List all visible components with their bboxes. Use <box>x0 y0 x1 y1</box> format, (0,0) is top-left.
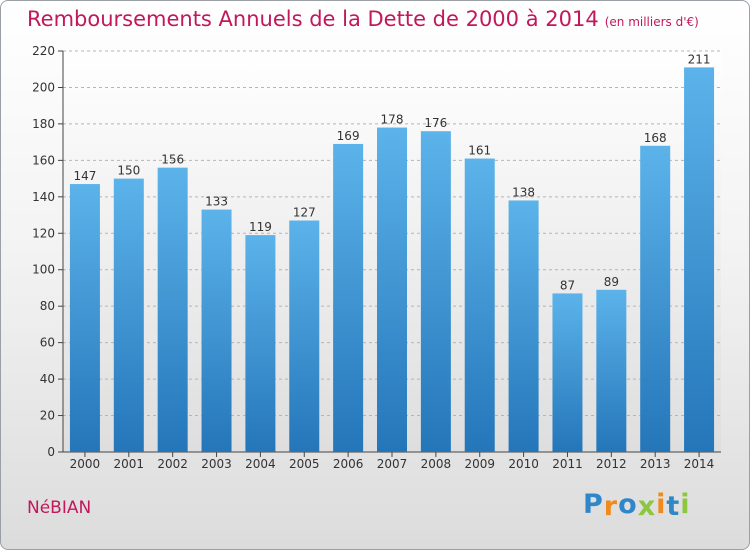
bar <box>333 143 364 452</box>
bar <box>420 131 451 452</box>
bar <box>245 235 276 452</box>
y-tick-label: 220 <box>32 44 55 58</box>
logo-letter: P <box>583 489 604 520</box>
data-label: 138 <box>512 185 535 199</box>
bar <box>113 178 144 452</box>
logo-letter: t <box>666 491 681 522</box>
bar <box>552 293 583 452</box>
data-label: 211 <box>688 52 711 66</box>
logo-letter: x <box>637 491 657 522</box>
bar <box>69 184 100 453</box>
x-tick-label: 2006 <box>333 457 364 471</box>
y-tick-label: 20 <box>40 409 55 423</box>
y-tick-label: 40 <box>40 372 55 386</box>
y-tick-label: 160 <box>32 153 55 167</box>
logo-letter: r <box>603 491 619 522</box>
y-tick-label: 140 <box>32 190 55 204</box>
data-label: 161 <box>468 144 491 158</box>
data-label: 156 <box>161 153 184 167</box>
x-tick-label: 2008 <box>421 457 452 471</box>
data-label: 127 <box>293 206 316 220</box>
y-tick-label: 100 <box>32 263 55 277</box>
x-tick-label: 2009 <box>464 457 495 471</box>
commune-name: NéBIAN <box>27 498 92 518</box>
bar <box>377 127 407 453</box>
bar <box>640 145 671 453</box>
chart-title: Remboursements Annuels de la Dette de 20… <box>27 7 699 31</box>
data-label: 168 <box>644 131 667 145</box>
chart-title-text: Remboursements Annuels de la Dette de 20… <box>27 7 599 31</box>
data-label: 87 <box>560 278 575 292</box>
chart-subtitle: (en milliers d'€) <box>604 15 699 29</box>
bar <box>289 220 320 452</box>
y-tick-label: 80 <box>40 299 55 313</box>
bar <box>684 67 715 453</box>
data-label: 147 <box>73 169 96 183</box>
data-label: 89 <box>604 275 619 289</box>
x-tick-label: 2001 <box>114 457 145 471</box>
x-tick-label: 2014 <box>684 457 715 471</box>
x-tick-label: 2002 <box>157 457 188 471</box>
x-tick-label: 2003 <box>201 457 232 471</box>
data-label: 178 <box>381 113 404 127</box>
logo-letter: i <box>680 489 691 520</box>
x-tick-label: 2010 <box>508 457 539 471</box>
bar <box>201 209 232 452</box>
x-tick-label: 2011 <box>552 457 583 471</box>
data-label: 176 <box>424 116 447 130</box>
proxiti-logo: Proxiti <box>583 489 691 522</box>
y-tick-label: 0 <box>47 445 55 459</box>
x-tick-label: 2004 <box>245 457 276 471</box>
data-label: 133 <box>205 195 228 209</box>
x-tick-label: 2013 <box>640 457 671 471</box>
bar <box>596 289 627 452</box>
logo-letter: i <box>656 489 667 520</box>
y-tick-label: 60 <box>40 336 55 350</box>
data-label: 150 <box>117 164 140 178</box>
x-tick-label: 2007 <box>377 457 408 471</box>
data-label: 119 <box>249 220 272 234</box>
x-tick-label: 2012 <box>596 457 627 471</box>
y-tick-label: 200 <box>32 80 55 94</box>
data-label: 169 <box>337 129 360 143</box>
x-tick-label: 2005 <box>289 457 320 471</box>
bar <box>157 167 188 452</box>
y-tick-label: 120 <box>32 226 55 240</box>
x-tick-label: 2000 <box>70 457 101 471</box>
y-tick-label: 180 <box>32 117 55 131</box>
bar <box>464 158 495 453</box>
logo-letter: o <box>618 489 638 520</box>
bar <box>508 200 539 452</box>
